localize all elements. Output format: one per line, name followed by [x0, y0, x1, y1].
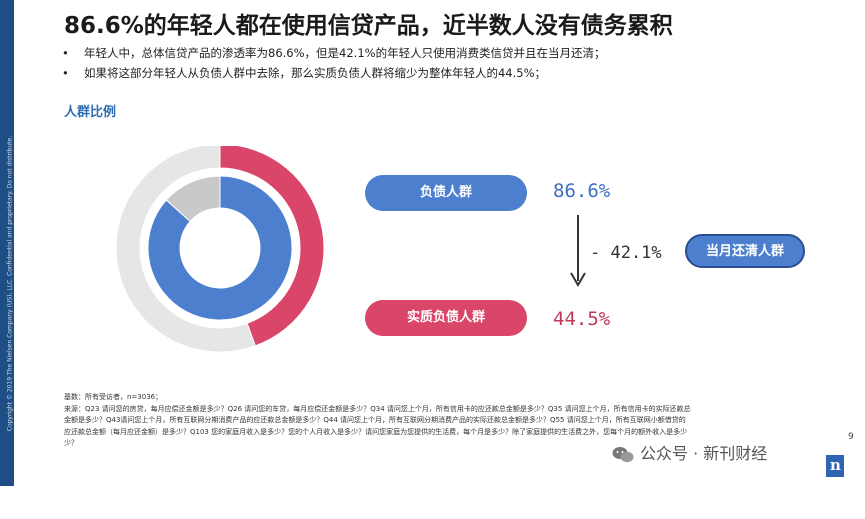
bullet-dot: • — [62, 66, 69, 80]
page-title: 86.6%的年轻人都在使用信贷产品，近半数人没有债务累积 — [64, 13, 673, 39]
bullet-item: • 如果将这部分年轻人从负债人群中去除，那么实质负债人群将缩少为整体年轻人的44.… — [62, 64, 606, 84]
debt-rate-value: 86.6% — [553, 180, 611, 202]
side-stripe — [0, 0, 14, 486]
footnote-line: 少？ — [64, 439, 78, 447]
donut-chart — [115, 146, 325, 353]
down-arrow-icon — [570, 215, 586, 287]
inner-ring-slice-0 — [147, 175, 293, 321]
bullet-text: 年轻人中，总体信贷产品的渗透率为86.6%，但是42.1%的年轻人只使用消费类信… — [84, 46, 606, 60]
cleared-group-pill: 当月还清人群 — [685, 234, 805, 268]
wechat-icon — [612, 446, 634, 462]
watermark: 公众号 · 新刊财经 — [612, 440, 767, 464]
footnote: 基数：所有受访者，n=3036； 来源：Q23 请问您的房贷，每月应偿还金额是多… — [64, 392, 836, 450]
section-label: 人群比例 — [64, 105, 117, 120]
watermark-text: 公众号 · 新刊财经 — [640, 444, 768, 463]
footnote-line: 来源：Q23 请问您的房贷，每月应偿还金额是多少？Q26 请问您的车贷，每月应偿… — [64, 404, 691, 413]
footnote-line: 基数：所有受访者，n=3036； — [64, 393, 163, 401]
logo-letter: n — [830, 456, 841, 474]
inner-ring-slice-1 — [165, 175, 221, 223]
page-number: 9 — [848, 432, 854, 442]
debt-group-pill: 负债人群 — [365, 175, 527, 211]
bullet-list: • 年轻人中，总体信贷产品的渗透率为86.6%，但是42.1%的年轻人只使用消费类… — [62, 44, 606, 84]
bullet-text: 如果将这部分年轻人从负债人群中去除，那么实质负债人群将缩少为整体年轻人的44.5… — [84, 66, 547, 80]
footnote-line: 应还款总金额（每月应还金额）是多少？Q103 您的家庭月收入是多少？您的个人月收… — [64, 427, 688, 436]
outer-ring-slice-1 — [115, 146, 256, 353]
footnote-line: 金额是多少？Q43请问您上个月，所有互联网分期消费产品的应还款总金额是多少？Q4… — [64, 416, 686, 424]
copyright-text: Copyright © 2019 The Nielsen Company (US… — [6, 135, 14, 432]
real-debt-group-pill: 实质负债人群 — [365, 300, 527, 336]
real-debt-rate-value: 44.5% — [553, 308, 611, 330]
bullet-item: • 年轻人中，总体信贷产品的渗透率为86.6%，但是42.1%的年轻人只使用消费类… — [62, 44, 606, 64]
logo-icon: n — [826, 455, 844, 477]
difference-value: - 42.1% — [590, 243, 662, 263]
bullet-dot: • — [62, 46, 69, 60]
